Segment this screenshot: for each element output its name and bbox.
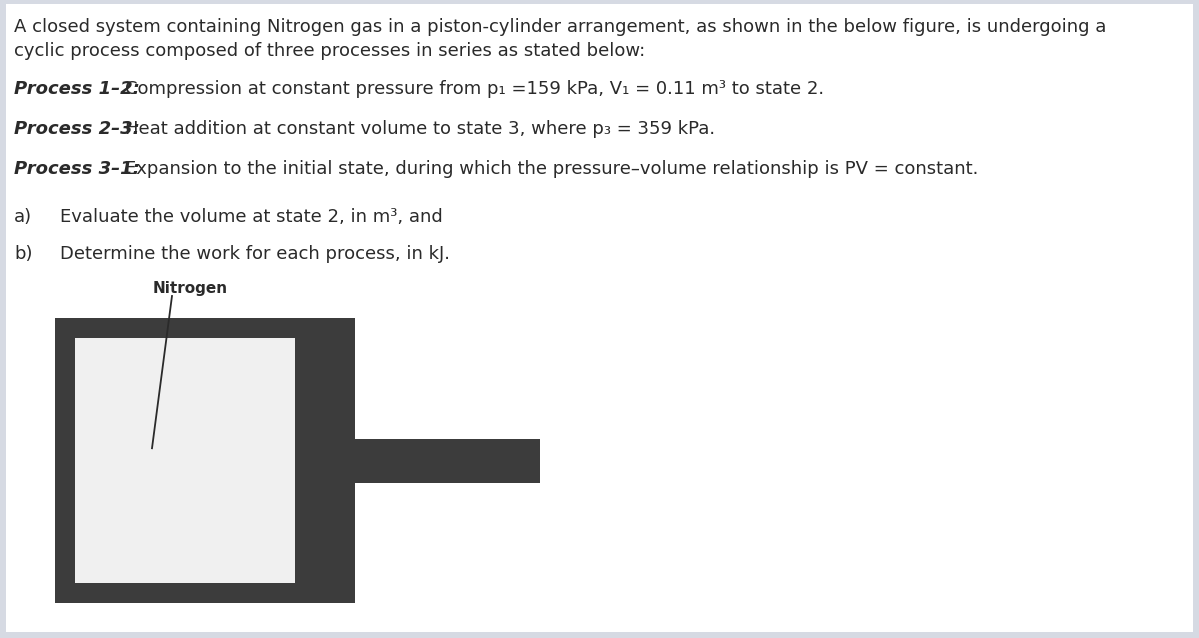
Text: A closed system containing Nitrogen gas in a piston-cylinder arrangement, as sho: A closed system containing Nitrogen gas …	[14, 18, 1107, 36]
Text: Heat addition at constant volume to state 3, where p₃ = 359 kPa.: Heat addition at constant volume to stat…	[125, 120, 715, 138]
Text: Nitrogen: Nitrogen	[152, 281, 228, 296]
Text: Determine the work for each process, in kJ.: Determine the work for each process, in …	[60, 245, 450, 263]
Text: b): b)	[14, 245, 32, 263]
Bar	[76, 338, 295, 583]
Text: Evaluate the volume at state 2, in m³, and: Evaluate the volume at state 2, in m³, a…	[60, 208, 442, 226]
Text: Compression at constant pressure from p₁ =159 kPa, V₁ = 0.11 m³ to state 2.: Compression at constant pressure from p₁…	[125, 80, 824, 98]
Bar	[355, 438, 540, 482]
Text: Expansion to the initial state, during which the pressure–volume relationship is: Expansion to the initial state, during w…	[125, 160, 978, 178]
Text: Process 2–3:: Process 2–3:	[14, 120, 140, 138]
Bar	[295, 338, 335, 583]
Text: cyclic process composed of three processes in series as stated below:: cyclic process composed of three process…	[14, 42, 645, 60]
Text: a): a)	[14, 208, 32, 226]
Text: Process 3–1:: Process 3–1:	[14, 160, 140, 178]
Bar	[55, 318, 355, 603]
Text: Process 1–2:: Process 1–2:	[14, 80, 140, 98]
